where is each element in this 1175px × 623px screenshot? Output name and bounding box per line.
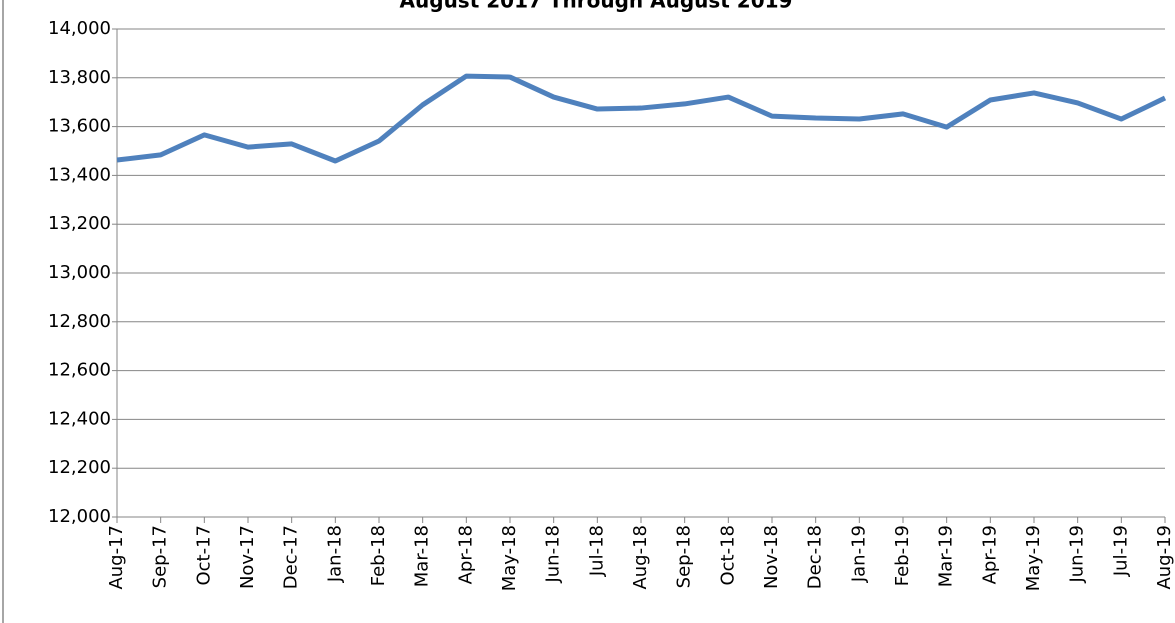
y-tick-label: 13,000 xyxy=(48,262,111,283)
x-tick-label: Nov-17 xyxy=(237,525,258,589)
x-tick-label: Jul-19 xyxy=(1110,525,1131,577)
y-tick-label: 13,400 xyxy=(48,164,111,185)
x-tick-label: May-19 xyxy=(1023,525,1044,591)
chart-title: August 2017 Through August 2019 xyxy=(400,0,793,13)
x-tick-label: Dec-18 xyxy=(805,525,826,589)
x-tick-label: Feb-19 xyxy=(892,525,913,586)
x-tick-label: Aug-18 xyxy=(630,525,651,590)
x-tick-label: Aug-17 xyxy=(106,525,127,590)
x-tick-label: Jun-19 xyxy=(1067,525,1088,584)
x-tick-label: Apr-18 xyxy=(455,525,476,584)
x-tick-label: Dec-17 xyxy=(281,525,302,589)
x-tick-label: Aug-19 xyxy=(1154,525,1175,590)
x-tick-label: Jun-18 xyxy=(543,525,564,584)
y-tick-label: 12,600 xyxy=(48,360,111,381)
line-series xyxy=(116,73,1167,164)
x-tick-label: May-18 xyxy=(499,525,520,591)
x-tick-label: Jan-18 xyxy=(324,525,345,583)
x-tick-label: Sep-17 xyxy=(150,525,171,588)
x-tick-label: Feb-18 xyxy=(368,525,389,586)
y-tick-label: 12,000 xyxy=(48,506,111,527)
x-tick-label: Mar-18 xyxy=(412,525,433,587)
x-tick-label: Mar-19 xyxy=(936,525,957,587)
y-tick-label: 14,000 xyxy=(48,18,111,39)
y-tick-label: 12,400 xyxy=(48,408,111,429)
x-tick-label: Nov-18 xyxy=(761,525,782,589)
x-tick-label: Jan-19 xyxy=(848,525,869,583)
x-tick-label: Apr-19 xyxy=(979,525,1000,584)
x-tick-label: Sep-18 xyxy=(674,525,695,588)
x-tick-label: Oct-18 xyxy=(717,525,738,586)
y-tick-label: 12,200 xyxy=(48,457,111,478)
y-tick-label: 13,200 xyxy=(48,213,111,234)
y-tick-label: 13,800 xyxy=(48,67,111,88)
y-tick-label: 12,800 xyxy=(48,311,111,332)
y-tick-label: 13,600 xyxy=(48,116,111,137)
x-tick-label: Jul-18 xyxy=(586,525,607,577)
x-tick-label: Oct-17 xyxy=(193,525,214,586)
